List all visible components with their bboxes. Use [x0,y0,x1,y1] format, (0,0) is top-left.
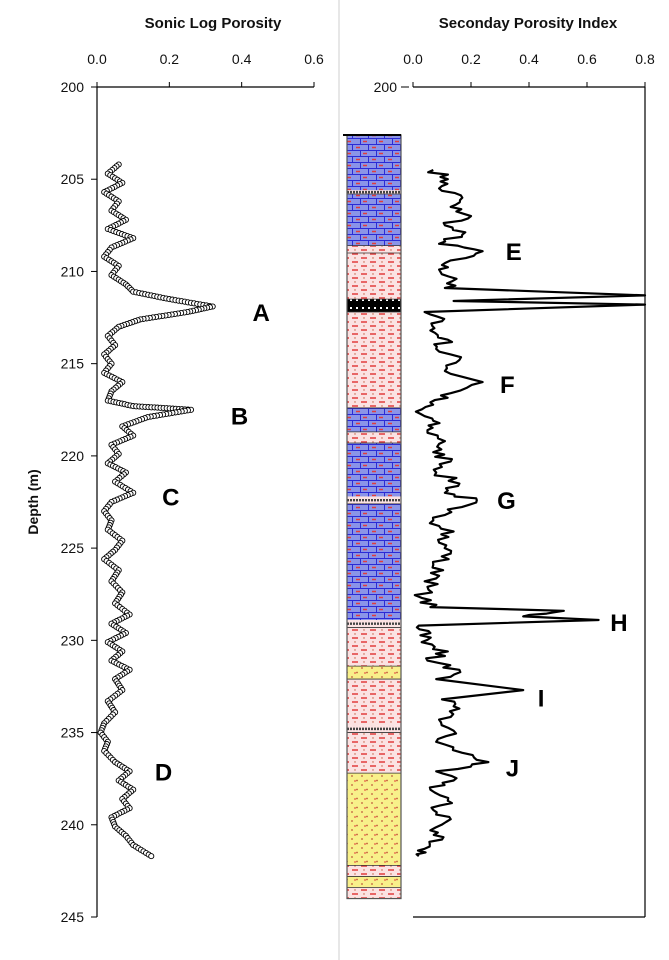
depth-tick-label: 240 [61,817,85,833]
sonic-annotation-label: A [253,300,270,327]
lithology-interval-sandstone [347,773,401,866]
sonic-annotation-label: C [162,484,179,511]
spi-annotations: E F G H I J [497,239,627,782]
sonic-title: Sonic Log Porosity [145,15,282,32]
depth-y-ticks: 200 205 210 215 220 225 230 235 240 245 [61,79,97,925]
spi-x-tick-label: 0.0 [403,51,423,67]
spi-depth-tick-label: 200 [374,79,398,95]
secondary-porosity-panel: Seconday Porosity Index 0.0 0.2 0.4 0.6 0.8 … [374,15,655,918]
lithology-interval-shale [347,679,401,726]
lithology-interval-sandstone [347,666,401,680]
lithology-interval-limestone [347,134,401,191]
spi-annotation-label: E [506,239,522,266]
spi-annotation-label: I [538,686,545,713]
depth-tick-label: 210 [61,263,85,279]
sonic-annotation-label: D [155,759,172,786]
sonic-point [148,853,155,860]
depth-tick-label: 220 [61,448,85,464]
depth-axis-label: Depth (m) [25,469,41,534]
lithology-interval-shale [347,627,401,667]
lithology-interval-limestone [347,442,401,497]
depth-tick-label: 235 [61,725,85,741]
lithology-interval-shale [347,431,401,443]
sonic-x-tick-label: 0.2 [160,51,180,67]
spi-annotation-label: G [497,488,516,515]
lithology-interval-limestone [347,407,401,432]
depth-tick-label: 230 [61,632,85,648]
sonic-porosity-panel: Sonic Log Porosity Depth (m) 0.0 0.2 0.4 0.… [25,15,324,925]
spi-trace [413,168,647,857]
depth-tick-label: 225 [61,540,85,556]
lithology-column [343,133,402,900]
spi-annotation-label: J [506,756,519,783]
spi-x-ticks: 0.0 0.2 0.4 0.6 0.8 [403,51,655,87]
lithology-interval-limestone [347,503,401,621]
spi-annotation-label: F [500,372,515,399]
depth-tick-label: 205 [61,171,85,187]
lithology-interval-limestone [347,193,401,246]
lithology-interval-shale [347,312,401,408]
spi-x-tick-label: 0.6 [577,51,597,67]
spi-axes [413,86,646,918]
depth-tick-label: 215 [61,356,85,372]
spi-x-tick-label: 0.4 [519,51,539,67]
spi-title: Seconday Porosity Index [439,15,618,32]
lithology-interval-shale [347,253,401,300]
lithology-interval-shale [347,865,401,877]
sonic-annotations: A B C D [155,300,270,786]
lithology-interval-fracture [347,299,401,313]
sonic-annotation-label: B [231,403,248,430]
depth-tick-label: 245 [61,909,85,925]
lithology-interval-shale [347,732,401,774]
spi-series [413,168,647,857]
sonic-x-ticks: 0.0 0.2 0.4 0.6 [87,51,324,87]
sonic-axes [96,86,314,917]
spi-annotation-label: H [610,610,627,637]
lithology-interval-sandstone [347,876,401,888]
depth-tick-label: 200 [61,79,85,95]
lithology-interval-shale [347,887,401,899]
sonic-data-points [97,161,216,860]
spi-y-ticks: 200 [374,79,409,95]
sonic-x-tick-label: 0.6 [304,51,324,67]
lithology-interval-shale [347,245,401,253]
sonic-x-tick-label: 0.4 [232,51,252,67]
spi-x-tick-label: 0.2 [461,51,481,67]
spi-x-tick-label: 0.8 [635,51,655,67]
sonic-x-tick-label: 0.0 [87,51,107,67]
